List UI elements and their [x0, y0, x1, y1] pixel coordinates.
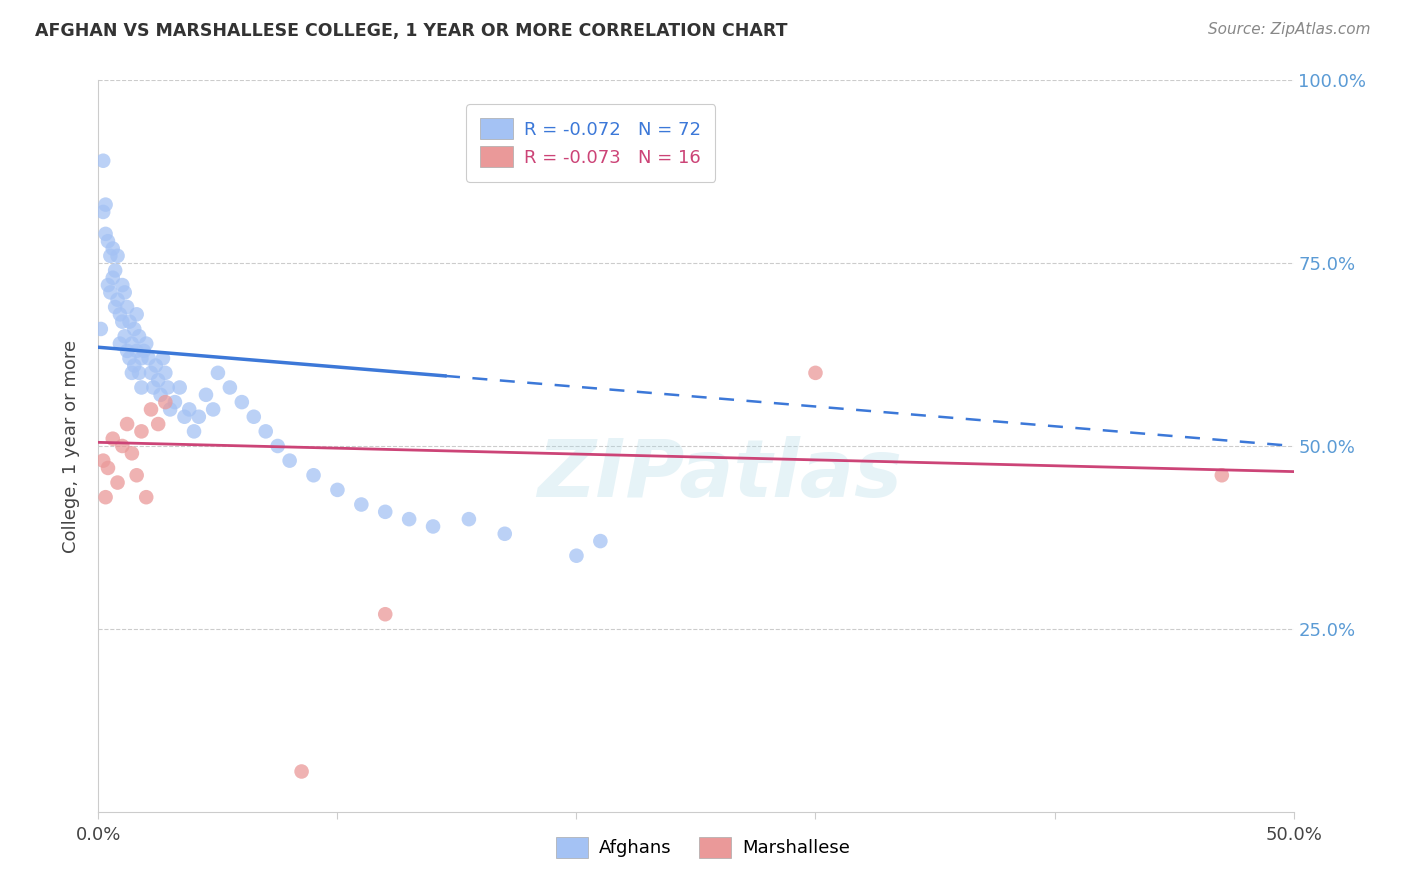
Point: [183, 425, 205, 439]
Point: [142, 380, 165, 394]
Point: [135, 490, 157, 504]
Point: [173, 409, 195, 424]
Point: [254, 425, 277, 439]
Point: [128, 329, 150, 343]
Point: [125, 343, 148, 358]
Point: [124, 359, 146, 373]
Point: [207, 366, 229, 380]
Point: [139, 366, 162, 380]
Point: [98, 249, 122, 263]
Legend: R = -0.072   N = 72, R = -0.073   N = 16: R = -0.072 N = 72, R = -0.073 N = 16: [465, 104, 716, 182]
Point: [243, 409, 266, 424]
Point: [159, 402, 181, 417]
Point: [139, 402, 162, 417]
Point: [145, 359, 167, 373]
Text: AFGHAN VS MARSHALLESE COLLEGE, 1 YEAR OR MORE CORRELATION CHART: AFGHAN VS MARSHALLESE COLLEGE, 1 YEAR OR…: [35, 22, 787, 40]
Point: [91, 453, 114, 467]
Point: [589, 534, 612, 549]
Point: [804, 366, 827, 380]
Point: [374, 607, 396, 622]
Point: [155, 395, 177, 409]
Point: [108, 336, 131, 351]
Point: [114, 329, 136, 343]
Point: [131, 380, 153, 394]
Point: [94, 197, 117, 211]
Point: [179, 402, 201, 417]
Point: [148, 373, 170, 387]
Point: [125, 468, 148, 483]
Point: [131, 425, 153, 439]
Point: [97, 234, 120, 248]
Point: [267, 439, 290, 453]
Point: [422, 519, 444, 533]
Point: [219, 380, 242, 394]
Point: [94, 227, 117, 241]
Point: [121, 366, 143, 380]
Point: [231, 395, 253, 409]
Point: [94, 490, 117, 504]
Point: [398, 512, 420, 526]
Point: [97, 461, 120, 475]
Point: [187, 409, 209, 424]
Text: Source: ZipAtlas.com: Source: ZipAtlas.com: [1208, 22, 1371, 37]
Point: [138, 351, 160, 366]
Point: [278, 453, 301, 467]
Point: [128, 366, 150, 380]
Point: [374, 505, 396, 519]
Point: [195, 388, 218, 402]
Point: [135, 336, 157, 351]
Point: [565, 549, 588, 563]
Point: [114, 285, 136, 300]
Point: [326, 483, 349, 497]
Point: [91, 205, 114, 219]
Point: [104, 263, 127, 277]
Point: [107, 293, 129, 307]
Point: [1211, 468, 1233, 483]
Point: [155, 366, 177, 380]
Point: [291, 764, 314, 779]
Point: [132, 343, 155, 358]
Point: [104, 300, 127, 314]
Text: ZIPatlas: ZIPatlas: [537, 436, 903, 515]
Point: [125, 307, 148, 321]
Point: [152, 351, 174, 366]
Point: [350, 498, 373, 512]
Point: [90, 322, 112, 336]
Point: [115, 300, 138, 314]
Point: [169, 380, 191, 394]
Point: [101, 242, 124, 256]
Point: [98, 285, 122, 300]
Point: [121, 336, 143, 351]
Point: [111, 278, 134, 293]
Y-axis label: College, 1 year or more: College, 1 year or more: [62, 340, 80, 552]
Point: [111, 315, 134, 329]
Point: [118, 351, 141, 366]
Point: [115, 343, 138, 358]
Point: [302, 468, 325, 483]
Point: [97, 278, 120, 293]
Point: [458, 512, 481, 526]
Point: [101, 432, 124, 446]
Point: [202, 402, 225, 417]
Point: [111, 439, 134, 453]
Point: [148, 417, 170, 431]
Point: [91, 153, 114, 168]
Point: [101, 270, 124, 285]
Point: [121, 446, 143, 460]
Point: [107, 475, 129, 490]
Point: [108, 307, 131, 321]
Point: [156, 380, 179, 394]
Point: [494, 526, 516, 541]
Point: [149, 388, 172, 402]
Point: [107, 249, 129, 263]
Legend: Afghans, Marshallese: Afghans, Marshallese: [541, 822, 865, 872]
Point: [131, 351, 153, 366]
Point: [124, 322, 146, 336]
Point: [163, 395, 186, 409]
Point: [115, 417, 138, 431]
Point: [118, 315, 141, 329]
